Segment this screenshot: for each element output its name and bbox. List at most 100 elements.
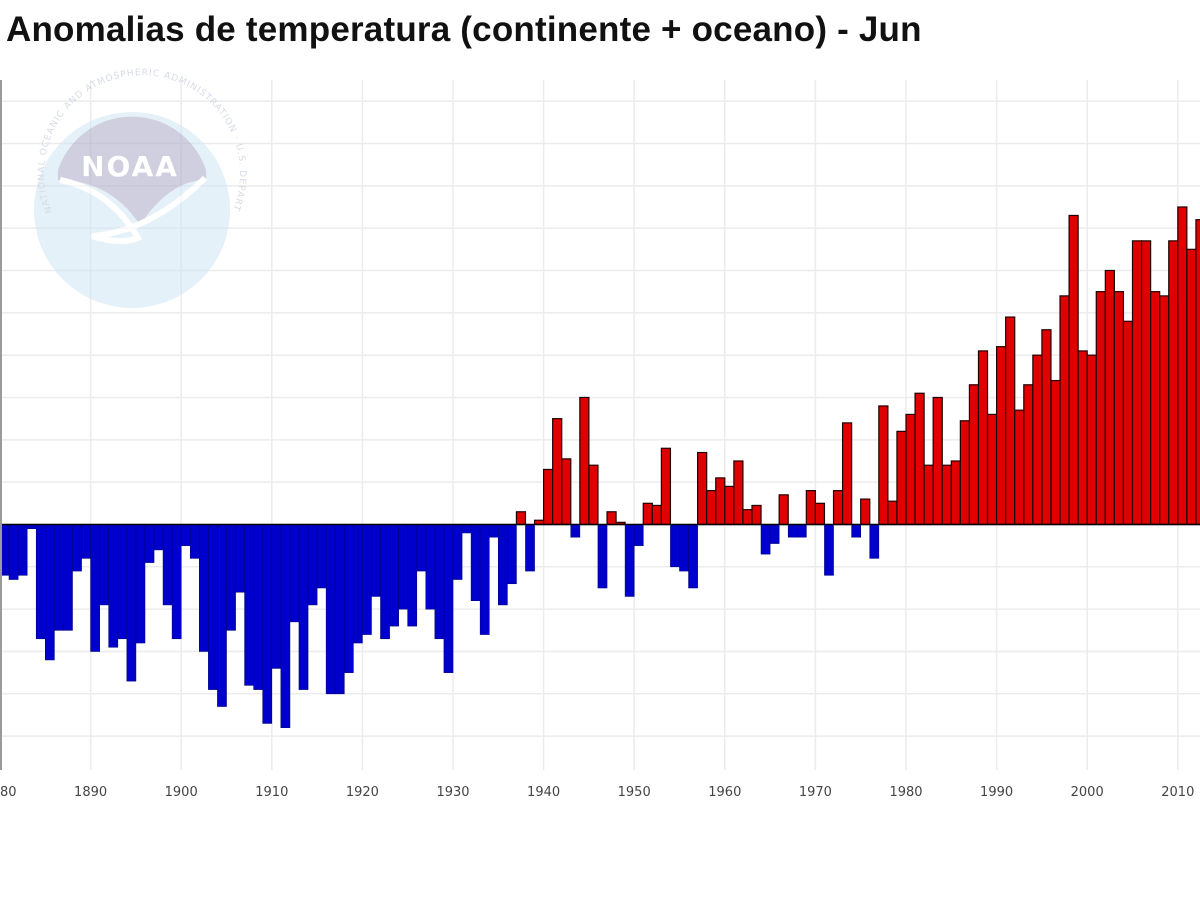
bar-1954: [670, 524, 680, 568]
bar-1888: [72, 524, 82, 572]
bar-1959: [715, 477, 726, 526]
bar-1882: [17, 524, 28, 576]
bar-1891: [99, 524, 110, 606]
bar-1993: [1023, 384, 1034, 526]
bar-1965: [769, 524, 780, 544]
x-tick-label: 2000: [1071, 785, 1104, 800]
x-tick-label: 1970: [799, 785, 832, 800]
bar-1893: [117, 524, 128, 640]
bar-2004: [1122, 320, 1134, 526]
bar-1999: [1077, 350, 1088, 526]
x-tick-label: 1890: [74, 785, 107, 800]
bar-1975: [860, 498, 871, 526]
bar-1947: [606, 511, 617, 526]
bar-1998: [1068, 214, 1079, 526]
bar-1892: [108, 524, 119, 648]
bar-1934: [488, 524, 499, 538]
bar-1994: [1032, 354, 1043, 526]
x-tick-label: 1990: [980, 785, 1013, 800]
bar-1884: [35, 524, 46, 640]
x-tick-label: 2010: [1161, 785, 1194, 800]
bar-1971: [824, 524, 834, 576]
bar-1897: [153, 524, 164, 551]
bar-1976: [869, 524, 880, 559]
bar-1905: [226, 524, 236, 631]
bar-1982: [923, 464, 934, 526]
bar-2010: [1177, 206, 1188, 526]
bar-1931: [461, 524, 472, 534]
bar-1988: [977, 350, 989, 526]
bar-2006: [1140, 240, 1152, 526]
bar-1952: [651, 504, 662, 526]
bar-1977: [878, 405, 889, 526]
bar-1992: [1014, 409, 1025, 526]
bar-1938: [525, 524, 535, 572]
bar-1946: [597, 524, 608, 589]
bar-1974: [851, 524, 862, 538]
bar-1953: [660, 447, 672, 526]
bar-1886: [54, 524, 64, 631]
x-tick-label: 1900: [165, 785, 198, 800]
bar-2002: [1104, 269, 1115, 526]
bar-1921: [371, 524, 381, 597]
bar-1900: [180, 524, 191, 546]
bar-1898: [162, 524, 173, 606]
bar-1981: [914, 392, 925, 526]
bar-1916: [325, 524, 336, 695]
bar-1903: [208, 524, 218, 690]
bar-1936: [507, 524, 517, 585]
x-tick-label: 1880: [0, 785, 17, 800]
bar-1941: [552, 418, 563, 526]
bar-1937: [515, 511, 527, 526]
bar-1980: [905, 413, 916, 526]
bar-1935: [497, 524, 508, 606]
bar-1911: [280, 524, 291, 728]
bar-1913: [298, 524, 309, 690]
bar-1985: [950, 460, 961, 526]
bar-1928: [434, 524, 445, 640]
bar-1895: [135, 524, 146, 644]
bar-1967: [787, 524, 798, 538]
bar-1972: [832, 490, 844, 526]
bar-1951: [642, 502, 653, 526]
bar-2005: [1131, 240, 1143, 526]
bar-1978: [887, 500, 898, 526]
bar-1989: [986, 413, 998, 526]
bar-1906: [235, 524, 245, 593]
bar-1914: [307, 524, 318, 606]
x-tick-label: 1930: [436, 785, 469, 800]
bar-1979: [896, 430, 907, 526]
noaa-logo-watermark: NOAA NATIONAL OCEANIC AND ATMOSPHERIC AD…: [0, 0, 246, 308]
bar-1949: [624, 524, 635, 597]
noaa-logo-text: NOAA: [81, 150, 179, 183]
bar-1909: [262, 524, 273, 724]
bar-1919: [353, 524, 363, 644]
x-tick-label: 1980: [889, 785, 922, 800]
bar-1950: [633, 524, 644, 546]
bar-1904: [217, 524, 227, 707]
bar-2011: [1186, 248, 1197, 526]
bar-1887: [63, 524, 73, 631]
bar-1961: [733, 460, 744, 526]
x-tick-label: 1920: [346, 785, 379, 800]
bar-2012: [1195, 219, 1200, 526]
bar-1926: [416, 524, 427, 572]
bar-1943: [570, 524, 581, 538]
bar-2008: [1159, 295, 1170, 526]
bar-1968: [796, 524, 807, 538]
bar-1901: [189, 524, 200, 559]
bar-2009: [1168, 240, 1179, 526]
bar-1964: [760, 524, 771, 555]
bar-1945: [588, 464, 599, 526]
bar-1955: [679, 524, 689, 572]
bar-1918: [343, 524, 354, 673]
bar-1958: [706, 490, 717, 526]
bar-1942: [561, 458, 572, 526]
x-tick-label: 1950: [618, 785, 651, 800]
x-tick-label: 1940: [527, 785, 560, 800]
bar-1970: [814, 502, 826, 526]
bar-1910: [271, 524, 282, 669]
bar-2000: [1086, 354, 1097, 526]
bar-1922: [380, 524, 390, 640]
